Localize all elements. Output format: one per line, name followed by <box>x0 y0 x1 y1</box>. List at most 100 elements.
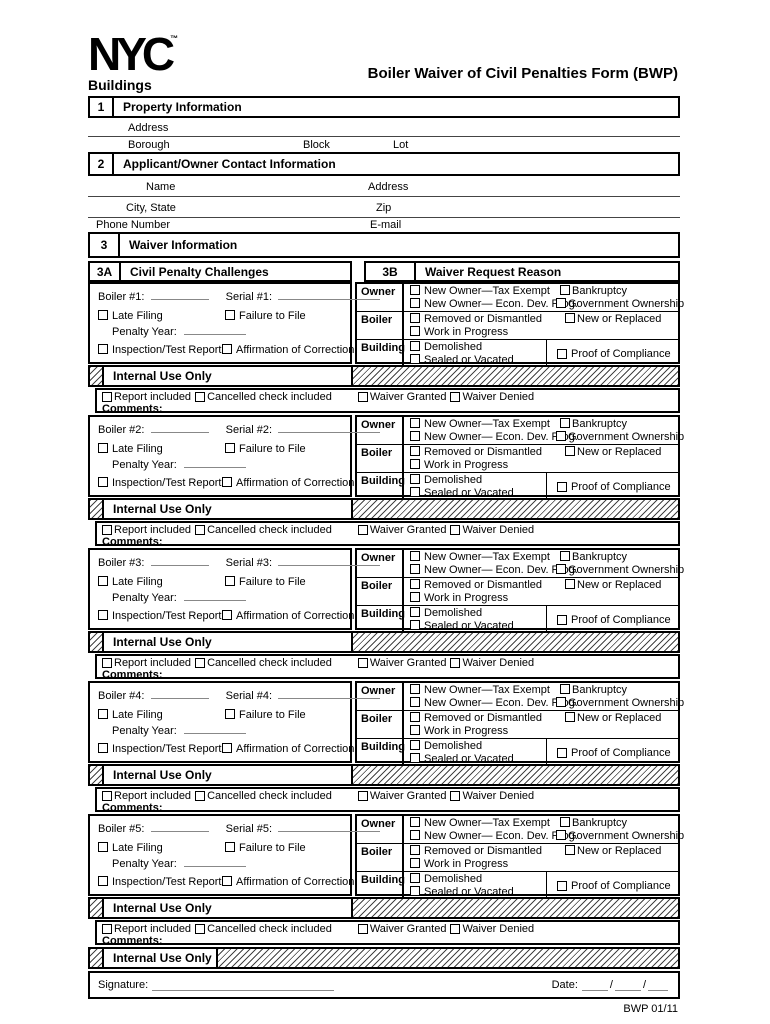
serial-number-line[interactable] <box>278 422 381 433</box>
phone-email-row[interactable]: Phone Number E-mail <box>88 218 680 232</box>
removed-dismantled-checkbox[interactable] <box>410 313 420 323</box>
work-progress-checkbox[interactable] <box>410 326 420 336</box>
city-zip-row[interactable]: City, State Zip <box>88 197 680 218</box>
cancelled-check-checkbox[interactable] <box>195 392 206 402</box>
bankruptcy-checkbox[interactable] <box>560 684 570 694</box>
proof-compliance-checkbox[interactable] <box>557 481 567 492</box>
boiler-number-line[interactable] <box>150 821 209 832</box>
borough-block-lot-row[interactable]: Borough Block Lot <box>88 137 680 152</box>
removed-dismantled-checkbox[interactable] <box>410 712 420 722</box>
demolished-checkbox[interactable] <box>410 873 420 883</box>
work-progress-checkbox[interactable] <box>410 592 420 602</box>
cancelled-check-checkbox[interactable] <box>195 791 206 801</box>
cancelled-check-checkbox[interactable] <box>195 525 206 535</box>
waiver-denied-checkbox[interactable] <box>450 658 461 668</box>
report-included-checkbox[interactable] <box>102 791 112 801</box>
demolished-checkbox[interactable] <box>410 607 420 617</box>
affirmation-checkbox[interactable] <box>222 610 232 620</box>
report-included-checkbox[interactable] <box>102 658 112 668</box>
work-progress-checkbox[interactable] <box>410 858 420 868</box>
failure-to-file-checkbox[interactable] <box>225 576 235 586</box>
inspection-report-checkbox[interactable] <box>98 344 108 354</box>
waiver-denied-checkbox[interactable] <box>450 924 461 934</box>
penalty-year-input-line[interactable] <box>183 856 246 867</box>
bankruptcy-checkbox[interactable] <box>560 817 570 827</box>
failure-to-file-checkbox[interactable] <box>225 443 235 453</box>
inspection-report-checkbox[interactable] <box>98 743 108 753</box>
waiver-granted-checkbox[interactable] <box>357 924 368 934</box>
new-replaced-checkbox[interactable] <box>565 446 575 456</box>
removed-dismantled-checkbox[interactable] <box>410 845 420 855</box>
new-replaced-checkbox[interactable] <box>565 845 575 855</box>
proof-compliance-checkbox[interactable] <box>557 880 567 891</box>
serial-number-line[interactable] <box>278 289 381 300</box>
boiler-number-line[interactable] <box>150 422 209 433</box>
gov-ownership-checkbox[interactable] <box>556 564 566 574</box>
late-filing-checkbox[interactable] <box>98 842 108 852</box>
waiver-denied-checkbox[interactable] <box>450 392 461 402</box>
gov-ownership-checkbox[interactable] <box>556 697 566 707</box>
name-address-row[interactable]: Name Address <box>88 176 680 197</box>
work-progress-checkbox[interactable] <box>410 459 420 469</box>
new-owner-econ-checkbox[interactable] <box>410 697 420 707</box>
bankruptcy-checkbox[interactable] <box>560 551 570 561</box>
late-filing-checkbox[interactable] <box>98 709 108 719</box>
affirmation-checkbox[interactable] <box>222 477 232 487</box>
late-filing-checkbox[interactable] <box>98 576 108 586</box>
proof-compliance-checkbox[interactable] <box>557 747 567 758</box>
signature-line[interactable] <box>152 980 335 991</box>
sealed-vacated-checkbox[interactable] <box>410 354 420 364</box>
new-owner-econ-checkbox[interactable] <box>410 564 420 574</box>
demolished-checkbox[interactable] <box>410 341 420 351</box>
proof-compliance-checkbox[interactable] <box>557 614 567 625</box>
penalty-year-input-line[interactable] <box>183 457 246 468</box>
gov-ownership-checkbox[interactable] <box>556 431 566 441</box>
penalty-year-input-line[interactable] <box>183 324 246 335</box>
date-month-line[interactable] <box>581 980 608 991</box>
sealed-vacated-checkbox[interactable] <box>410 487 420 497</box>
sealed-vacated-checkbox[interactable] <box>410 886 420 896</box>
penalty-year-input-line[interactable] <box>183 590 246 601</box>
report-included-checkbox[interactable] <box>102 924 112 934</box>
report-included-checkbox[interactable] <box>102 525 112 535</box>
date-year-line[interactable] <box>648 980 668 991</box>
cancelled-check-checkbox[interactable] <box>195 658 206 668</box>
bankruptcy-checkbox[interactable] <box>560 285 570 295</box>
late-filing-checkbox[interactable] <box>98 310 108 320</box>
date-day-line[interactable] <box>614 980 641 991</box>
affirmation-checkbox[interactable] <box>222 876 232 886</box>
boiler-number-line[interactable] <box>150 555 209 566</box>
new-owner-tax-exempt-checkbox[interactable] <box>410 817 420 827</box>
penalty-year-input-line[interactable] <box>183 723 246 734</box>
demolished-checkbox[interactable] <box>410 740 420 750</box>
new-owner-tax-exempt-checkbox[interactable] <box>410 285 420 295</box>
waiver-granted-checkbox[interactable] <box>357 658 368 668</box>
waiver-denied-checkbox[interactable] <box>450 791 461 801</box>
cancelled-check-checkbox[interactable] <box>195 924 206 934</box>
boiler-number-line[interactable] <box>150 688 209 699</box>
waiver-granted-checkbox[interactable] <box>357 525 368 535</box>
new-owner-tax-exempt-checkbox[interactable] <box>410 418 420 428</box>
failure-to-file-checkbox[interactable] <box>225 709 235 719</box>
work-progress-checkbox[interactable] <box>410 725 420 735</box>
proof-compliance-checkbox[interactable] <box>557 348 567 359</box>
demolished-checkbox[interactable] <box>410 474 420 484</box>
bankruptcy-checkbox[interactable] <box>560 418 570 428</box>
waiver-denied-checkbox[interactable] <box>450 525 461 535</box>
gov-ownership-checkbox[interactable] <box>556 830 566 840</box>
new-owner-tax-exempt-checkbox[interactable] <box>410 551 420 561</box>
sealed-vacated-checkbox[interactable] <box>410 620 420 630</box>
boiler-number-line[interactable] <box>150 289 209 300</box>
serial-number-line[interactable] <box>278 555 381 566</box>
removed-dismantled-checkbox[interactable] <box>410 446 420 456</box>
new-owner-econ-checkbox[interactable] <box>410 830 420 840</box>
inspection-report-checkbox[interactable] <box>98 876 108 886</box>
inspection-report-checkbox[interactable] <box>98 610 108 620</box>
serial-number-line[interactable] <box>278 821 381 832</box>
failure-to-file-checkbox[interactable] <box>225 310 235 320</box>
waiver-granted-checkbox[interactable] <box>357 791 368 801</box>
removed-dismantled-checkbox[interactable] <box>410 579 420 589</box>
new-owner-econ-checkbox[interactable] <box>410 298 420 308</box>
affirmation-checkbox[interactable] <box>222 743 232 753</box>
report-included-checkbox[interactable] <box>102 392 112 402</box>
